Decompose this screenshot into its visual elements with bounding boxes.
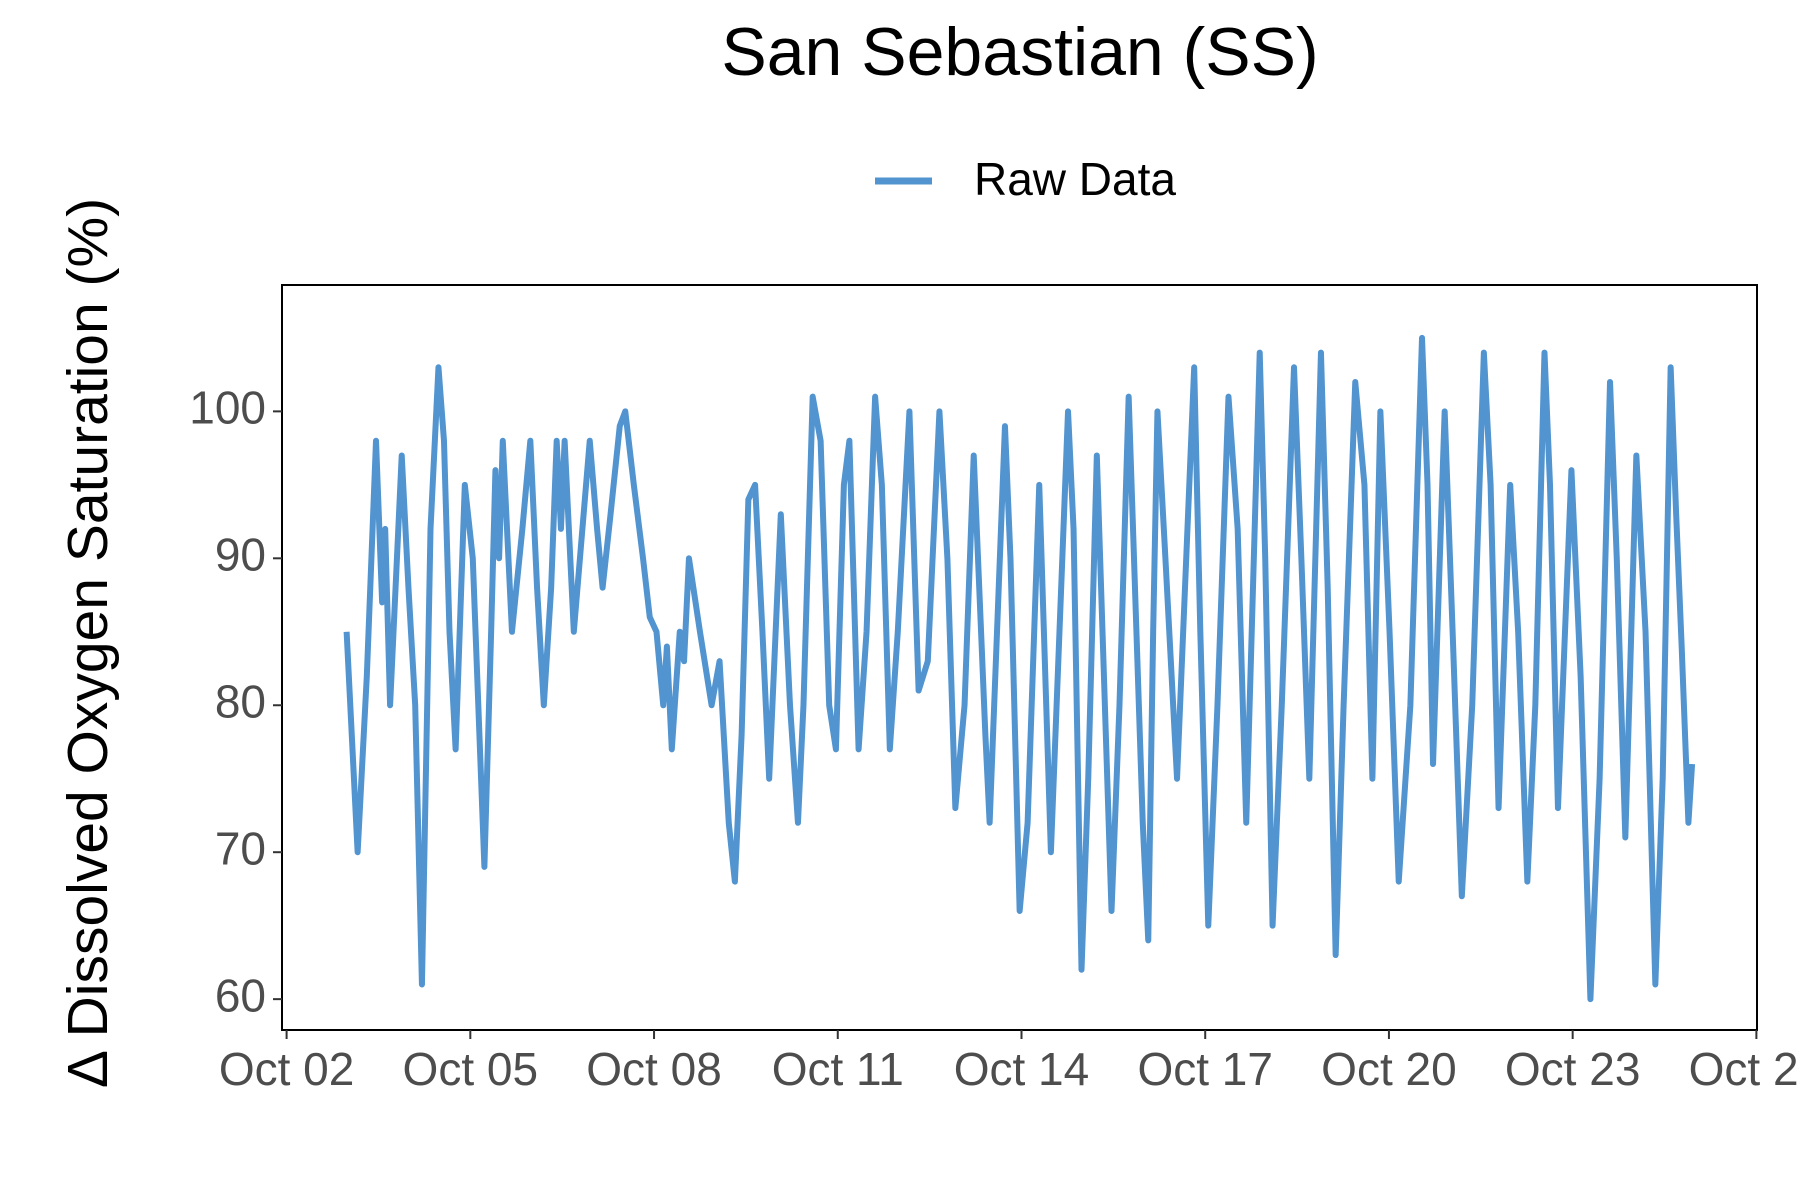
y-tick-label: 60 xyxy=(215,969,266,1021)
chart-title: San Sebastian (SS) xyxy=(721,14,1318,90)
data-line xyxy=(343,334,1696,1003)
y-tick-label: 70 xyxy=(215,822,266,874)
x-tick-label: Oct 17 xyxy=(1137,1043,1273,1095)
x-tick-label: Oct 08 xyxy=(586,1043,722,1095)
x-tick-label: Oct 23 xyxy=(1505,1043,1641,1095)
x-tick-label: Oct 14 xyxy=(954,1043,1090,1095)
y-tick-label: 80 xyxy=(215,675,266,727)
legend-label: Raw Data xyxy=(974,153,1176,205)
y-axis-title: Δ Dissolved Oxygen Saturation (%) xyxy=(56,198,120,1088)
x-tick-label: Oct 11 xyxy=(772,1043,904,1095)
x-tick-label: Oct 26 xyxy=(1689,1043,1800,1095)
x-tick-label: Oct 20 xyxy=(1321,1043,1457,1095)
y-tick-label: 100 xyxy=(189,382,266,434)
y-tick-label: 90 xyxy=(215,528,266,580)
plot-frame xyxy=(281,284,1758,1031)
x-tick-label: Oct 02 xyxy=(219,1043,355,1095)
x-tick-label: Oct 05 xyxy=(403,1043,539,1095)
